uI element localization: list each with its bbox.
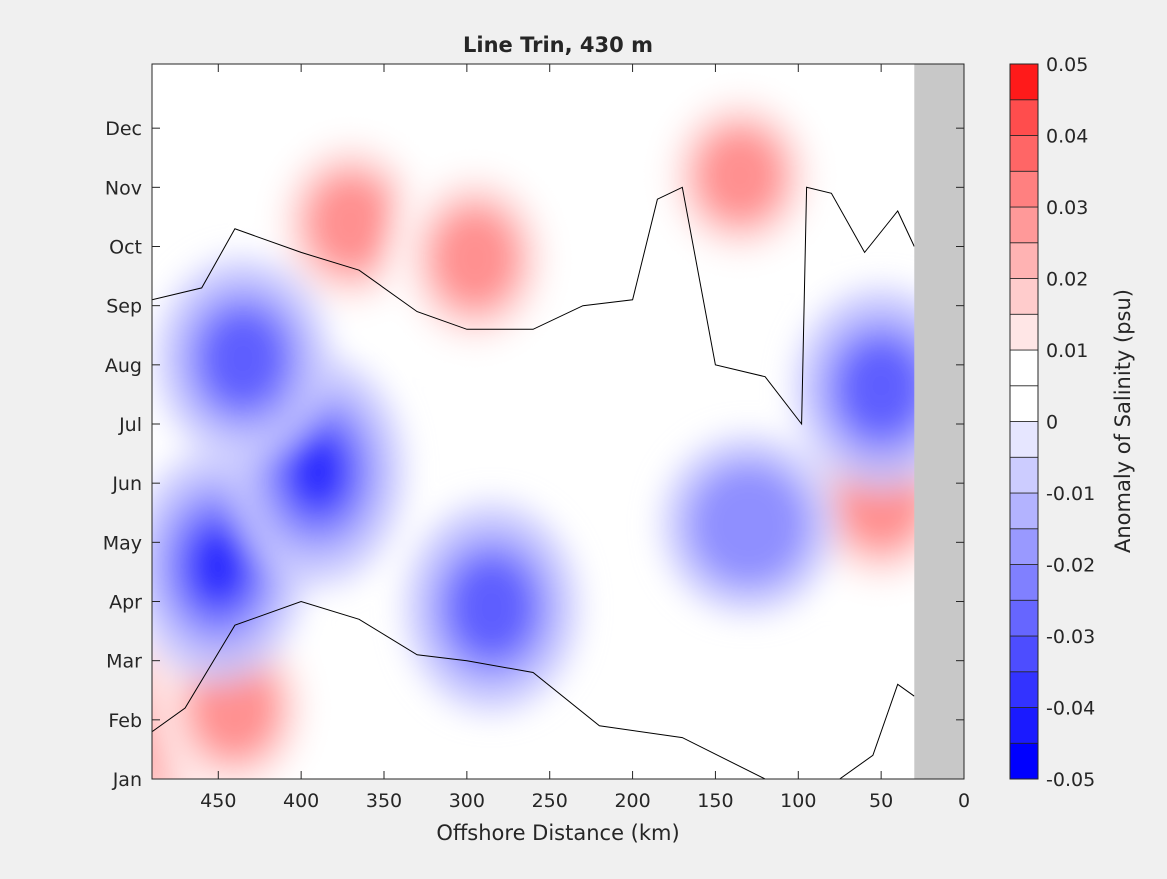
y-tick-label: Dec — [105, 118, 142, 140]
colorbar-swatch-6 — [1009, 528, 1039, 565]
x-tick-label: 50 — [869, 790, 893, 812]
colorbar-swatch-12 — [1009, 313, 1039, 351]
y-axis-ticks: Jan Feb Mar Apr May Jun Jul Aug Sep Oct Nov Dec — [103, 118, 964, 791]
colorbar-tick-label: 0.04 — [1046, 126, 1088, 148]
colorbar-swatch-15 — [1009, 206, 1039, 244]
colorbar-swatch-1 — [1009, 707, 1039, 744]
colorbar-tick-label: 0 — [1046, 412, 1058, 434]
colorbar-swatch-13 — [1009, 278, 1039, 315]
colorbar-swatch-17 — [1009, 135, 1039, 172]
colorbar-tick-label: -0.01 — [1046, 483, 1095, 505]
y-tick-label: Jun — [111, 473, 142, 495]
colorbar-swatch-18 — [1009, 99, 1039, 136]
zero-contour-0 — [152, 600, 915, 779]
x-tick-label: 450 — [200, 790, 236, 812]
x-tick-label: 400 — [283, 790, 319, 812]
y-tick-label: Jan — [112, 769, 142, 791]
colorbar-swatch-19 — [1009, 63, 1039, 101]
colorbar-tick-label: -0.05 — [1046, 769, 1095, 791]
negative-anomaly-7 — [292, 438, 343, 505]
x-axis-label: Offshore Distance (km) — [436, 821, 679, 845]
y-tick-label: Apr — [109, 592, 142, 614]
colorbar-tick-label: 0.02 — [1046, 269, 1088, 291]
negative-anomaly-11 — [692, 466, 805, 583]
y-tick-label: May — [103, 532, 142, 554]
positive-anomaly-4 — [701, 132, 780, 219]
x-axis-ticks: 450 400 350 300 250 200 150 100 50 0 — [200, 64, 970, 812]
y-tick-label: Nov — [105, 177, 142, 199]
colorbar-label: Anomaly of Salinity (psu) — [1111, 289, 1135, 553]
colorbar-swatch-7 — [1009, 492, 1039, 530]
negative-anomaly-6 — [193, 532, 244, 600]
y-tick-label: Oct — [109, 237, 142, 259]
colorbar-swatch-11 — [1009, 349, 1039, 387]
x-tick-label: 350 — [366, 790, 402, 812]
y-tick-label: Sep — [106, 296, 142, 318]
plot-frame — [151, 63, 965, 780]
y-tick-label: Aug — [105, 355, 142, 377]
zero-contours — [152, 186, 915, 779]
y-tick-label: Jul — [118, 414, 142, 436]
colorbar-swatch-8 — [1009, 456, 1039, 494]
negative-anomaly-9 — [452, 560, 531, 655]
positive-anomaly-2 — [311, 178, 391, 268]
colorbar-frame — [1009, 63, 1039, 780]
x-tick-label: 150 — [697, 790, 733, 812]
colorbar-tick-label: 0.03 — [1046, 197, 1088, 219]
x-tick-label: 200 — [614, 790, 650, 812]
x-tick-label: 250 — [532, 790, 568, 812]
colorbar-swatch-9 — [1009, 421, 1039, 458]
x-tick-label: 300 — [449, 790, 485, 812]
colorbar-swatch-3 — [1009, 635, 1039, 673]
y-tick-label: Mar — [106, 651, 142, 673]
positive-anomaly-3 — [435, 212, 515, 305]
zero-contour-1 — [152, 186, 915, 426]
chart-title: Line Trin, 430 m — [463, 33, 653, 57]
colorbar-tick-label: 0.01 — [1046, 340, 1088, 362]
negative-anomaly-8 — [203, 313, 283, 405]
negative-anomaly-10 — [841, 342, 921, 435]
x-tick-label: 100 — [780, 790, 816, 812]
colorbar: -0.05 -0.04 -0.03 -0.02 -0.01 0 0.01 0.02 0.03 0.… — [1009, 54, 1095, 791]
plot-area: 450 400 350 300 250 200 150 100 50 0 Jan Feb Mar Apr… — [103, 63, 970, 812]
y-tick-label: Feb — [108, 710, 142, 732]
colorbar-tick-label: -0.02 — [1046, 555, 1095, 577]
colorbar-tick-label: -0.03 — [1046, 626, 1095, 648]
colorbar-swatch-2 — [1009, 671, 1039, 708]
colorbar-swatch-16 — [1009, 170, 1039, 208]
colorbar-tick-label: -0.04 — [1046, 698, 1095, 720]
colorbar-swatch-0 — [1009, 742, 1039, 780]
colorbar-tick-label: 0.05 — [1046, 54, 1088, 76]
x-tick-label: 0 — [958, 790, 970, 812]
colorbar-swatch-4 — [1009, 599, 1039, 637]
colorbar-swatch-10 — [1009, 385, 1039, 422]
no-data-region — [914, 64, 964, 779]
colorbar-swatch-5 — [1009, 564, 1039, 601]
colorbar-swatch-14 — [1009, 242, 1039, 279]
